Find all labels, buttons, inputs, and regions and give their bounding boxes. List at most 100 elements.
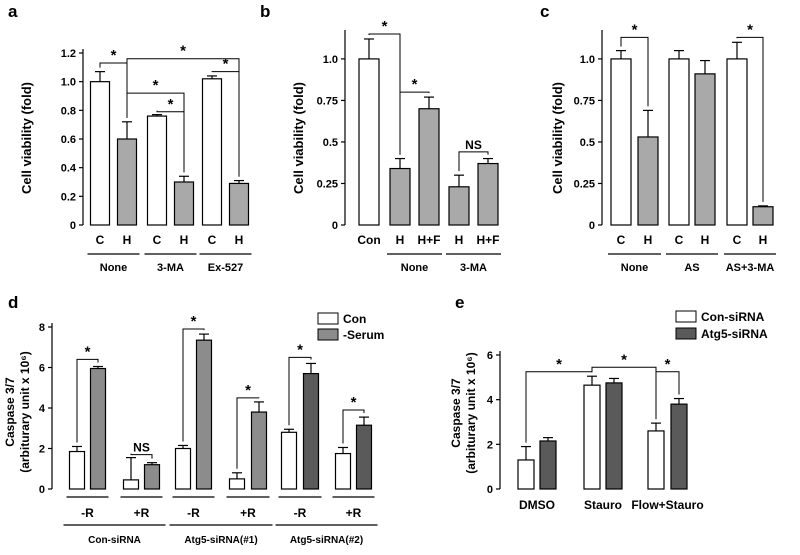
supergroup-label: Atg5-siRNA(#1) [184,535,257,546]
group-label: -R [81,506,94,520]
y-tick-label: 1.0 [323,54,338,66]
legend-swatch-atg5-sirna [675,327,697,340]
panel-label-d: d [8,293,18,312]
ylabel-d-line2: (arbiturary unit x 10⁶) [18,351,32,473]
significance-label: * [351,394,357,411]
chart-d: 0 2 4 6 8 -R +R -R +R -R +R Con-siRNA Atg5-siRNA(#1)… [39,313,378,546]
bar [228,478,246,490]
group-label: Flow+Stauro [631,498,703,512]
y-tick-label: 0 [332,220,338,232]
group-label: AS [684,262,699,274]
bar [280,431,298,490]
bar [583,384,601,490]
category-label: H [396,233,405,247]
bar [201,78,223,226]
supergroup-label: Atg5-siRNA(#2) [290,535,363,546]
group-label: AS+3-MA [726,262,775,274]
significance-bracket [126,58,240,177]
group-label: +R [240,506,256,520]
ylabel-e-line2: (arbiturary unit x 10⁶) [464,352,478,474]
significance-label: * [621,351,627,368]
ylabel-c: Cell viability (fold) [550,82,565,194]
significance-label: * [180,43,186,60]
category-label: H [235,233,244,247]
legend-label-con: Con [343,312,366,326]
significance-label: * [168,96,174,113]
category-label: H [123,233,132,247]
y-tick-label: 0 [589,220,595,232]
category-label: C [733,233,742,247]
bar [477,162,499,226]
ylabel-b: Cell viability (fold) [291,82,306,194]
significance-bracket [182,328,205,442]
legend-label-atg5-sirna: Atg5-siRNA [701,327,768,341]
significance-label: * [747,21,753,38]
chart-a: 0 0.2 0.4 0.6 0.8 1.0 1.2 C H C H C H None 3-MA Ex-527 *… [61,43,252,274]
significance-label: * [85,343,91,360]
group-label: -R [187,506,200,520]
significance-bracket [76,358,99,443]
group-label: None [100,262,128,274]
chart-c: 0 0.25 0.5 0.75 1.0 C H C H C H None AS AS+3-MA * * [574,21,776,274]
significance-label: * [153,77,159,94]
y-tick-label: 1.0 [580,54,595,66]
y-tick-label: 4 [39,403,46,415]
bar [517,459,535,490]
category-label: C [617,233,626,247]
y-tick-label: 1.2 [61,48,76,60]
category-label: C [96,233,105,247]
bar [358,58,380,226]
legend-swatch-con [317,312,339,325]
y-tick-label: 0.5 [323,137,338,149]
significance-bracket [525,371,593,443]
bar [174,447,192,490]
category-label: H+F [476,233,499,247]
significance-label: NS [465,138,482,152]
y-tick-label: 0.25 [574,178,595,190]
category-label: H [759,233,768,247]
legend-label-con-sirna: Con-siRNA [701,310,765,324]
bar [605,382,623,490]
significance-bracket [156,110,185,173]
ylabel-a: Cell viability (fold) [19,82,34,194]
bar [668,58,690,226]
y-tick-label: 6 [39,363,45,375]
significance-bracket [211,71,240,177]
significance-label: * [245,382,251,399]
bar [726,58,748,226]
y-tick-label: 0.8 [61,105,76,117]
significance-label: NS [133,441,150,455]
panel-label-a: a [8,2,18,21]
bar [389,167,411,226]
y-tick-label: 0.5 [580,137,595,149]
bar [418,108,440,226]
y-tick-label: 0 [70,220,76,232]
significance-bracket [236,397,260,469]
ylabel-d-line1: Caspase 3/7 [3,377,17,447]
group-label: Ex-527 [208,262,243,274]
significance-bracket [591,366,657,420]
group-label: +R [134,506,150,520]
bar [143,464,161,490]
category-label: C [675,233,684,247]
ylabel-e-line1: Caspase 3/7 [449,378,463,448]
group-label: DMSO [519,498,555,512]
category-label: H [644,233,653,247]
y-tick-label: 0.6 [61,134,76,146]
y-tick-label: 8 [39,322,45,334]
legend-d: Con -Serum [317,312,384,342]
chart-e: 0 2 4 6 DMSO Stauro Flow+Stauro * * * [487,350,704,512]
legend-e: Con-siRNA Atg5-siRNA [675,310,768,341]
y-tick-label: 0.75 [317,95,338,107]
bar [647,430,665,490]
group-label: Stauro [584,498,622,512]
significance-label: * [556,356,562,373]
panel-label-e: e [455,293,464,312]
significance-bracket [458,151,489,172]
supergroup-label: Con-siRNA [88,535,141,546]
significance-bracket [130,453,153,459]
panel-label-c: c [540,2,549,21]
group-label: +R [346,506,362,520]
bar [637,136,659,226]
